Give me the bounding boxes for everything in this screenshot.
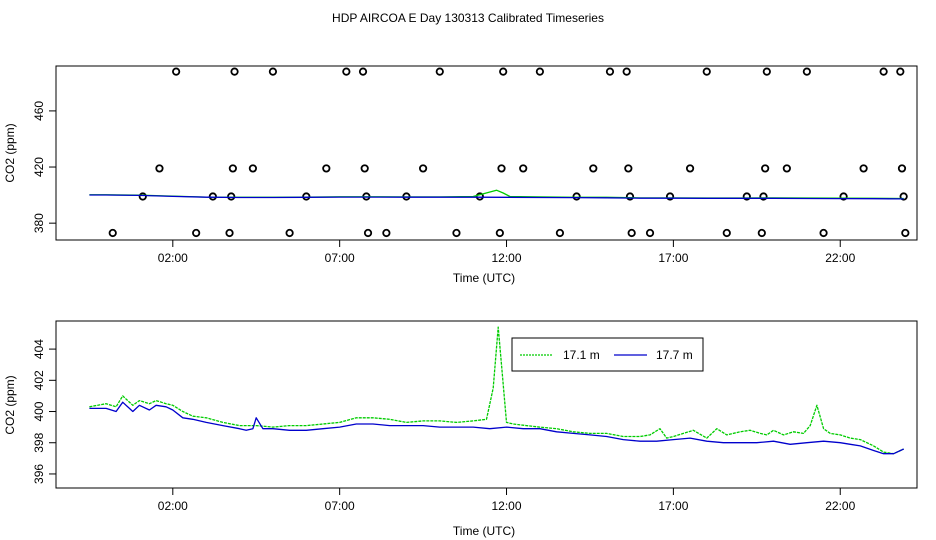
calibration-point bbox=[495, 228, 504, 238]
calibration-point bbox=[802, 67, 811, 76]
calibration-point bbox=[645, 228, 655, 238]
calibration-point bbox=[572, 192, 581, 201]
calibration-point bbox=[757, 228, 766, 238]
x-axis-2: 02:00 07:00 12:00 17:00 22:00 bbox=[158, 488, 856, 513]
x-tick-label: 22:00 bbox=[825, 499, 855, 513]
y-axis-label-1: CO2 (ppm) bbox=[3, 123, 17, 182]
y-tick-label: 400 bbox=[32, 401, 46, 421]
x-axis-1: 02:00 07:00 12:00 17:00 22:00 bbox=[158, 240, 856, 265]
y-tick-label: 404 bbox=[32, 339, 46, 359]
calibration-point bbox=[605, 67, 615, 76]
calibration-point bbox=[497, 164, 506, 173]
series-line-17-7-m bbox=[89, 401, 904, 455]
calibration-point bbox=[589, 164, 598, 173]
legend-label-1: 17.1 m bbox=[563, 348, 600, 362]
calibration-point bbox=[622, 67, 631, 76]
legend-label-2: 17.7 m bbox=[656, 348, 693, 362]
y-tick-label: 398 bbox=[32, 432, 46, 452]
calibration-point bbox=[418, 164, 428, 173]
calibration-point bbox=[839, 192, 848, 201]
calibration-point bbox=[322, 164, 331, 173]
x-tick-label: 12:00 bbox=[492, 499, 522, 513]
calibration-point bbox=[228, 164, 237, 173]
calibration-point bbox=[702, 67, 711, 76]
y-axis-1: 380 420 460 bbox=[32, 101, 56, 233]
y-tick-label: 460 bbox=[32, 101, 46, 121]
calibration-point bbox=[268, 67, 278, 76]
calibration-point bbox=[761, 164, 770, 173]
calibration-point bbox=[138, 192, 147, 201]
calibration-point bbox=[627, 228, 636, 238]
calibration-point bbox=[358, 67, 368, 76]
x-tick-label: 07:00 bbox=[325, 499, 355, 513]
calibration-point bbox=[108, 228, 117, 238]
calibration-point bbox=[762, 67, 771, 76]
calibration-point bbox=[360, 164, 369, 173]
calibration-point bbox=[782, 164, 791, 173]
y-tick-label: 396 bbox=[32, 464, 46, 484]
calibration-point bbox=[759, 192, 768, 201]
series-lines-2 bbox=[89, 326, 904, 455]
calibration-point bbox=[742, 192, 751, 201]
y-axis-2: 396 398 400 402 404 bbox=[32, 339, 56, 484]
series-line-17-1-m bbox=[89, 326, 904, 455]
calibration-point bbox=[225, 228, 234, 238]
calibration-point bbox=[382, 228, 391, 238]
calibration-point bbox=[499, 67, 508, 76]
y-tick-label: 402 bbox=[32, 370, 46, 390]
y-axis-label-2: CO2 (ppm) bbox=[3, 375, 17, 434]
calibration-point bbox=[342, 67, 351, 76]
x-axis-label-2: Time (UTC) bbox=[453, 524, 515, 538]
calibration-point bbox=[625, 192, 635, 201]
x-tick-label: 12:00 bbox=[492, 251, 522, 265]
calibration-point bbox=[248, 164, 257, 173]
series-line-17-7-m bbox=[89, 194, 904, 200]
calibration-point bbox=[685, 164, 695, 173]
calibration-point bbox=[155, 164, 164, 173]
x-tick-label: 07:00 bbox=[325, 251, 355, 265]
panel-timeseries: 02:00 07:00 12:00 17:00 22:00 396 398 400 402 40… bbox=[3, 320, 918, 538]
calibration-point bbox=[230, 67, 239, 76]
y-tick-label: 380 bbox=[32, 213, 46, 233]
legend: 17.1 m 17.7 m bbox=[511, 337, 704, 372]
calibration-point bbox=[363, 228, 373, 238]
panel-calibration: 02:00 07:00 12:00 17:00 22:00 380 420 460 Time… bbox=[3, 65, 918, 285]
calibration-point bbox=[901, 228, 910, 238]
calibration-point bbox=[535, 67, 544, 76]
calibration-point bbox=[624, 164, 633, 173]
calibration-point bbox=[285, 228, 294, 238]
x-axis-label-1: Time (UTC) bbox=[453, 271, 515, 285]
calibration-point bbox=[555, 228, 565, 238]
x-tick-label: 17:00 bbox=[658, 251, 688, 265]
plot-frame-2 bbox=[55, 320, 918, 489]
legend-box bbox=[511, 337, 704, 372]
plot-frame-1 bbox=[55, 65, 918, 241]
chart-title: HDP AIRCOA E Day 130313 Calibrated Times… bbox=[332, 11, 604, 25]
calibration-point bbox=[172, 67, 181, 76]
y-tick-label: 420 bbox=[32, 157, 46, 177]
calibration-point bbox=[665, 192, 675, 201]
calibration-point bbox=[899, 192, 908, 201]
calibration-point bbox=[227, 192, 236, 201]
calibration-point bbox=[896, 67, 905, 76]
calibration-point bbox=[819, 228, 828, 238]
calibration-point bbox=[519, 164, 528, 173]
calibration-point bbox=[435, 67, 444, 76]
calibration-point bbox=[192, 228, 201, 238]
x-tick-label: 22:00 bbox=[825, 251, 855, 265]
calibration-point bbox=[879, 67, 888, 76]
calibration-point bbox=[897, 164, 907, 173]
x-tick-label: 02:00 bbox=[158, 499, 188, 513]
calibration-point bbox=[722, 228, 731, 238]
calibration-point bbox=[452, 228, 461, 238]
calibration-point bbox=[475, 192, 484, 201]
calibration-points bbox=[108, 67, 910, 238]
series-lines-1 bbox=[89, 189, 904, 200]
x-tick-label: 17:00 bbox=[658, 499, 688, 513]
x-tick-label: 02:00 bbox=[158, 251, 188, 265]
calibration-point bbox=[859, 164, 868, 173]
